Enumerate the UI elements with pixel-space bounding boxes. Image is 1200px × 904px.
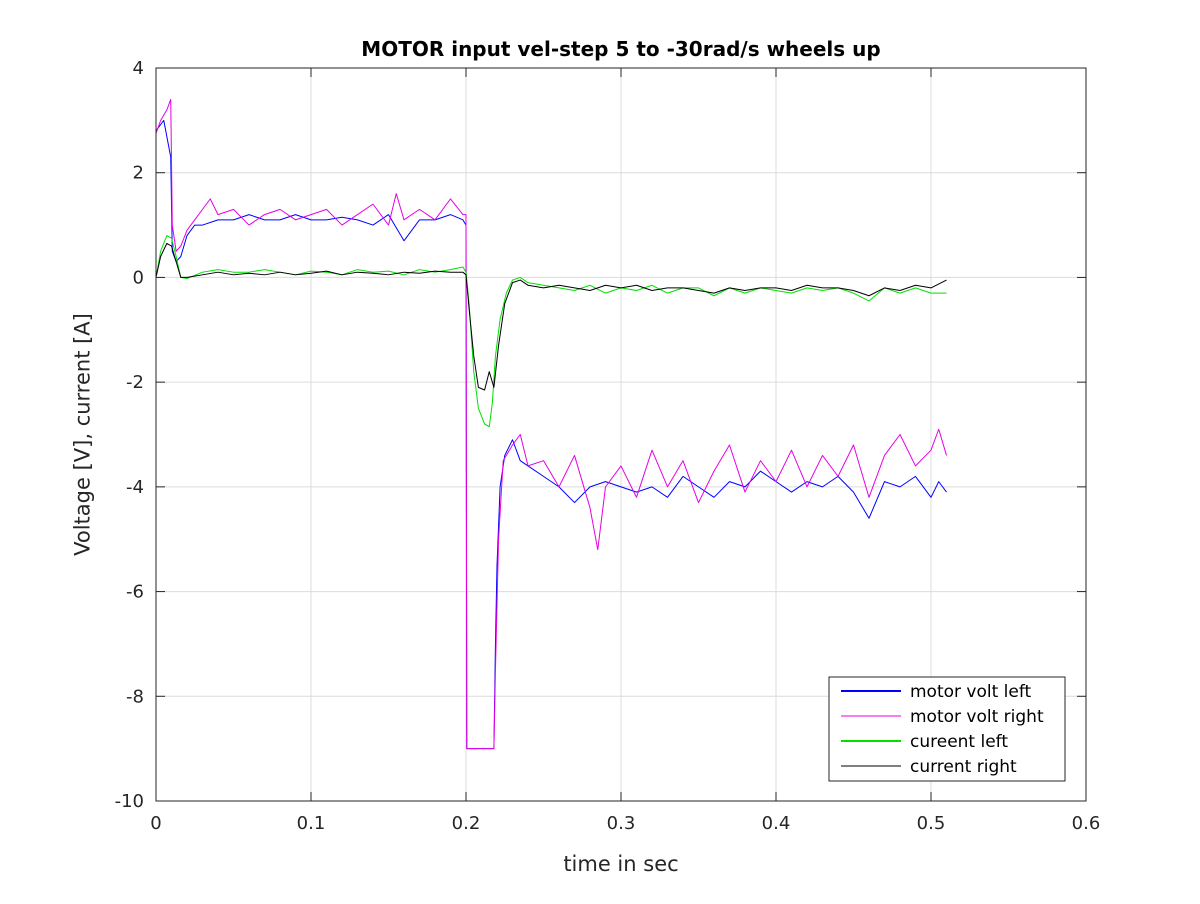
y-tick-label: -8 (126, 686, 144, 707)
y-tick-label: -2 (126, 372, 144, 393)
series-layer (155, 98, 947, 750)
y-axis-label: Voltage [V], current [A] (70, 313, 94, 556)
series-line-2 (155, 98, 947, 750)
x-tick-label: 0.1 (297, 813, 326, 834)
x-tick-label: 0.4 (762, 813, 791, 834)
x-axis-label: time in sec (563, 852, 678, 876)
y-tick-label: -10 (115, 791, 144, 812)
legend: motor volt left motor volt right cureent l… (828, 676, 1066, 782)
series-line-4 (155, 242, 947, 391)
y-tick-label: -6 (126, 582, 144, 603)
chart-title: MOTOR input vel-step 5 to -30rad/s wheel… (361, 37, 880, 61)
ticks: 0 0.1 0.2 0.3 0.4 0.5 0.6 -10 -8 -6 -4 -2 0 2 4 (115, 58, 1101, 834)
legend-box (828, 676, 1066, 782)
x-tick-label: 0.2 (452, 813, 481, 834)
legend-label: motor volt left (910, 682, 1032, 702)
y-tick-label: -4 (126, 477, 144, 498)
legend-label: motor volt right (910, 707, 1044, 727)
x-tick-label: 0.6 (1072, 813, 1101, 834)
x-tick-label: 0.3 (607, 813, 636, 834)
y-tick-label: 2 (133, 163, 144, 184)
series-line-3 (155, 235, 947, 428)
legend-label: current right (910, 757, 1017, 777)
y-tick-label: 4 (133, 58, 144, 79)
y-tick-label: 0 (133, 267, 144, 288)
x-tick-label: 0 (150, 813, 161, 834)
x-tick-label: 0.5 (917, 813, 946, 834)
legend-label: cureent left (910, 732, 1008, 752)
